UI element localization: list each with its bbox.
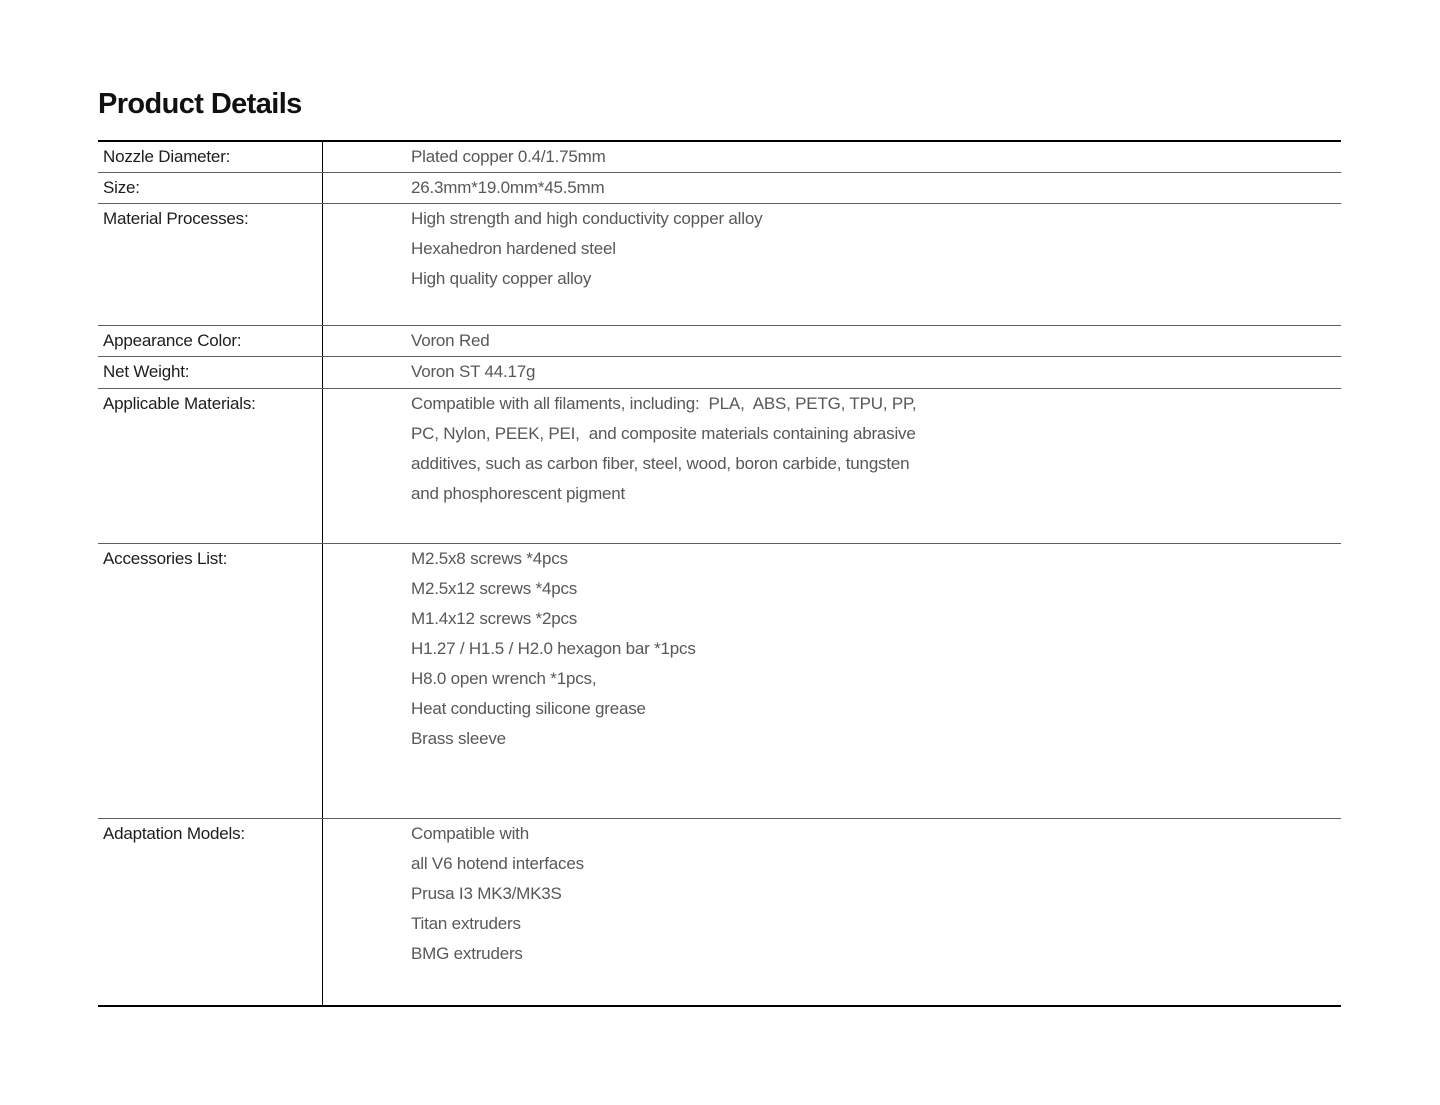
value-line: Compatible with all filaments, including… [411, 394, 917, 413]
value-line: BMG extruders [411, 944, 523, 963]
value-line: 26.3mm*19.0mm*45.5mm [411, 178, 605, 197]
table-row: Material Processes: High strength and hig… [98, 204, 1341, 326]
table-row: Applicable Materials: Compatible with all… [98, 389, 1341, 544]
value-line: Brass sleeve [411, 729, 506, 748]
row-value: Compatible with all filaments, including… [323, 389, 1341, 543]
value-line: Voron ST 44.17g [411, 362, 536, 381]
table-row: Nozzle Diameter: Plated copper 0.4/1.75mm [98, 142, 1341, 173]
row-value: Plated copper 0.4/1.75mm [323, 142, 1341, 172]
table-row: Appearance Color: Voron Red [98, 326, 1341, 357]
row-value: 26.3mm*19.0mm*45.5mm [323, 173, 1341, 203]
row-label: Size: [98, 173, 323, 203]
value-line: PC, Nylon, PEEK, PEI, and composite mate… [411, 424, 916, 443]
value-line: High quality copper alloy [411, 269, 592, 288]
value-line: M2.5x12 screws *4pcs [411, 579, 578, 598]
product-details-table: Nozzle Diameter: Plated copper 0.4/1.75mm… [98, 140, 1341, 1007]
value-line: and phosphorescent pigment [411, 484, 626, 503]
product-details-section: Product Details Nozzle Diameter: Plated c… [98, 88, 1341, 1007]
row-label: Accessories List: [98, 544, 323, 818]
table-row: Net Weight: Voron ST 44.17g [98, 357, 1341, 389]
value-line: High strength and high conductivity copp… [411, 209, 763, 228]
value-line: Heat conducting silicone grease [411, 699, 646, 718]
row-value: M2.5x8 screws *4pcs M2.5x12 screws *4pcs M… [323, 544, 1341, 818]
value-line: M2.5x8 screws *4pcs [411, 549, 568, 568]
row-label: Appearance Color: [98, 326, 323, 356]
value-line: Hexahedron hardened steel [411, 239, 616, 258]
table-row: Adaptation Models: Compatible with all V6 … [98, 819, 1341, 1005]
page-title: Product Details [98, 88, 302, 120]
row-value: Voron Red [323, 326, 1341, 356]
row-label: Material Processes: [98, 204, 323, 325]
row-label: Net Weight: [98, 357, 323, 388]
value-line: H8.0 open wrench *1pcs, [411, 669, 597, 688]
row-label: Nozzle Diameter: [98, 142, 323, 172]
row-label: Adaptation Models: [98, 819, 323, 1005]
table-row: Accessories List: M2.5x8 screws *4pcs M2.5… [98, 544, 1341, 819]
value-line: Prusa I3 MK3/MK3S [411, 884, 562, 903]
value-line: Voron Red [411, 331, 490, 350]
row-label: Applicable Materials: [98, 389, 323, 543]
table-row: Size: 26.3mm*19.0mm*45.5mm [98, 173, 1341, 204]
value-line: Titan extruders [411, 914, 521, 933]
value-line: additives, such as carbon fiber, steel, … [411, 454, 910, 473]
value-line: Compatible with [411, 824, 529, 843]
value-line: all V6 hotend interfaces [411, 854, 584, 873]
row-value: Voron ST 44.17g [323, 357, 1341, 388]
row-value: High strength and high conductivity copp… [323, 204, 1341, 325]
value-line: M1.4x12 screws *2pcs [411, 609, 578, 628]
row-value: Compatible with all V6 hotend interfaces P… [323, 819, 1341, 1005]
value-line: H1.27 / H1.5 / H2.0 hexagon bar *1pcs [411, 639, 696, 658]
value-line: Plated copper 0.4/1.75mm [411, 147, 606, 166]
